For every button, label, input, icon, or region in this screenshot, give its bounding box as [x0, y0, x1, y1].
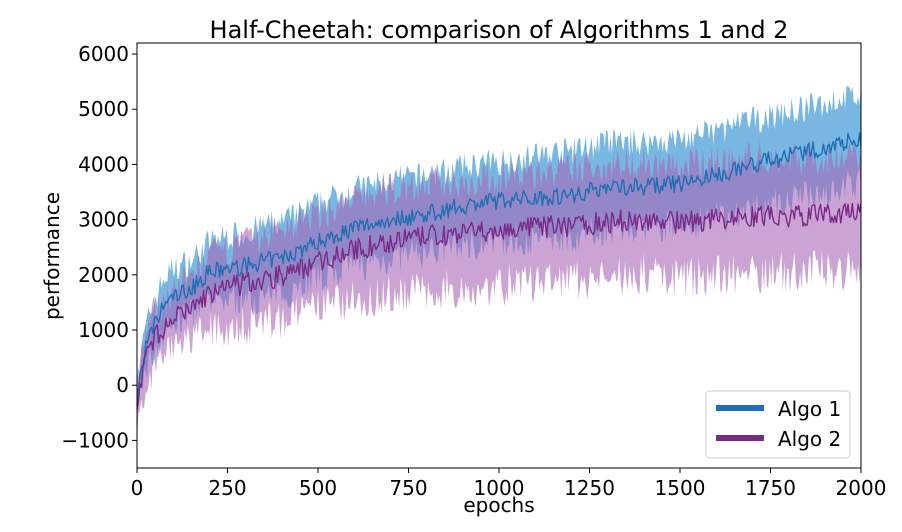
series-lines: [136, 132, 862, 411]
series-line-algo-1: [136, 132, 862, 406]
legend-label-algo-2: Algo 2: [778, 427, 841, 451]
legend-label-algo-1: Algo 1: [778, 397, 841, 421]
series-line-algo-2: [136, 202, 862, 411]
y-tick-label: 1000: [78, 318, 129, 342]
chart-title: Half-Cheetah: comparison of Algorithms 1…: [210, 16, 789, 44]
x-tick-label: 2000: [836, 476, 887, 500]
y-tick-label: 4000: [78, 152, 129, 176]
y-tick-label: 3000: [78, 208, 129, 232]
band-algo-1: [137, 81, 861, 404]
x-tick-label: 1250: [564, 476, 615, 500]
y-axis-label: performance: [40, 192, 64, 320]
y-tick-label: 5000: [78, 97, 129, 121]
x-axis-label: epochs: [463, 493, 534, 517]
legend: Algo 1 Algo 2: [705, 390, 851, 459]
y-tick-label: −1000: [61, 428, 129, 452]
x-tick-label: 1750: [745, 476, 796, 500]
x-tick-label: 250: [208, 476, 246, 500]
x-tick-label: 1000: [474, 476, 525, 500]
x-tick-label: 750: [389, 476, 427, 500]
confidence-bands: [137, 81, 861, 440]
x-tick-label: 500: [299, 476, 337, 500]
y-axis-ticks: −1000 0 1000 2000 3000 4000 5000 6000: [61, 42, 137, 452]
x-axis-ticks: 0 250 500 750 1000 1250 1500 1750 2000: [131, 468, 887, 500]
band-algo-2: [137, 139, 861, 440]
y-tick-label: 2000: [78, 263, 129, 287]
y-tick-label: 0: [116, 373, 129, 397]
x-tick-label: 1500: [655, 476, 706, 500]
y-tick-label: 6000: [78, 42, 129, 66]
x-tick-label: 0: [131, 476, 144, 500]
